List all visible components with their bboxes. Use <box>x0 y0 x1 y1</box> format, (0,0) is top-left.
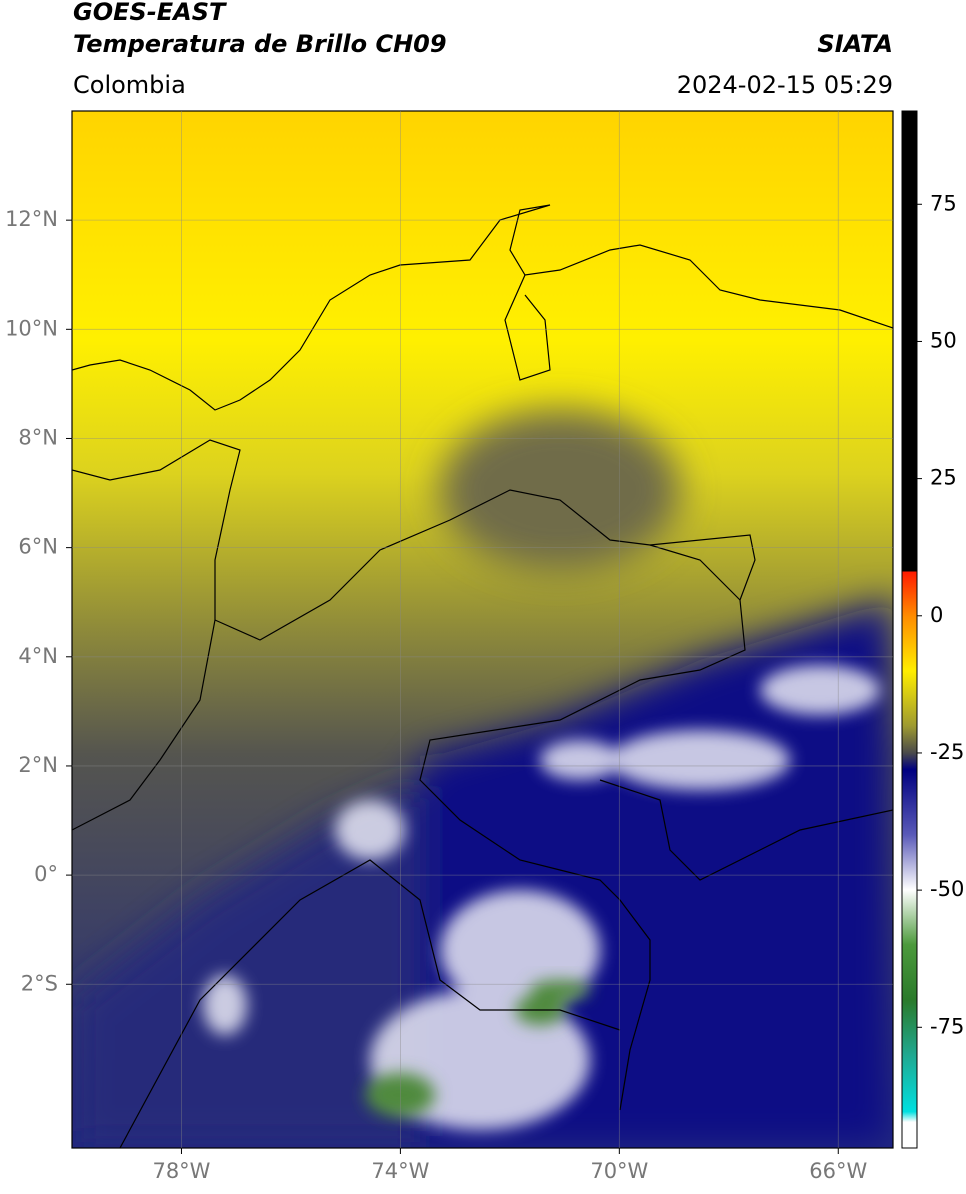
y-tick-label: 8°N <box>18 425 58 449</box>
y-tick-label: 12°N <box>5 207 58 231</box>
colorbar-tick-label: 50 <box>930 328 957 352</box>
y-tick-label: 2°N <box>18 753 58 777</box>
colorbar-tick-label: 0 <box>930 603 943 627</box>
colorbar <box>901 110 918 1149</box>
y-tick-label: 10°N <box>5 316 58 340</box>
colorbar-tick-label: -50 <box>930 877 964 901</box>
x-tick-label: 74°W <box>371 1159 429 1183</box>
x-tick-label: 70°W <box>590 1159 648 1183</box>
x-tick-label: 66°W <box>809 1159 867 1183</box>
region: Colombia <box>73 71 186 99</box>
title: GOES-EAST <box>73 0 227 26</box>
source: SIATA <box>817 30 893 58</box>
colorbar-tick-label: 75 <box>930 191 957 215</box>
colorbar-tick-label: -75 <box>930 1014 964 1038</box>
colorbar-tick-label: 25 <box>930 466 957 490</box>
map-frame <box>71 110 894 1149</box>
colorbar-tick-label: -25 <box>930 740 964 764</box>
y-tick-label: 2°S <box>21 971 58 995</box>
satellite-image <box>72 111 893 1148</box>
y-tick-label: 6°N <box>18 535 58 559</box>
x-tick-label: 78°W <box>152 1159 210 1183</box>
datetime: 2024-02-15 05:29 <box>677 71 893 99</box>
y-tick-label: 0° <box>34 862 58 886</box>
y-tick-label: 4°N <box>18 644 58 668</box>
subtitle: Temperatura de Brillo CH09 <box>73 30 447 58</box>
